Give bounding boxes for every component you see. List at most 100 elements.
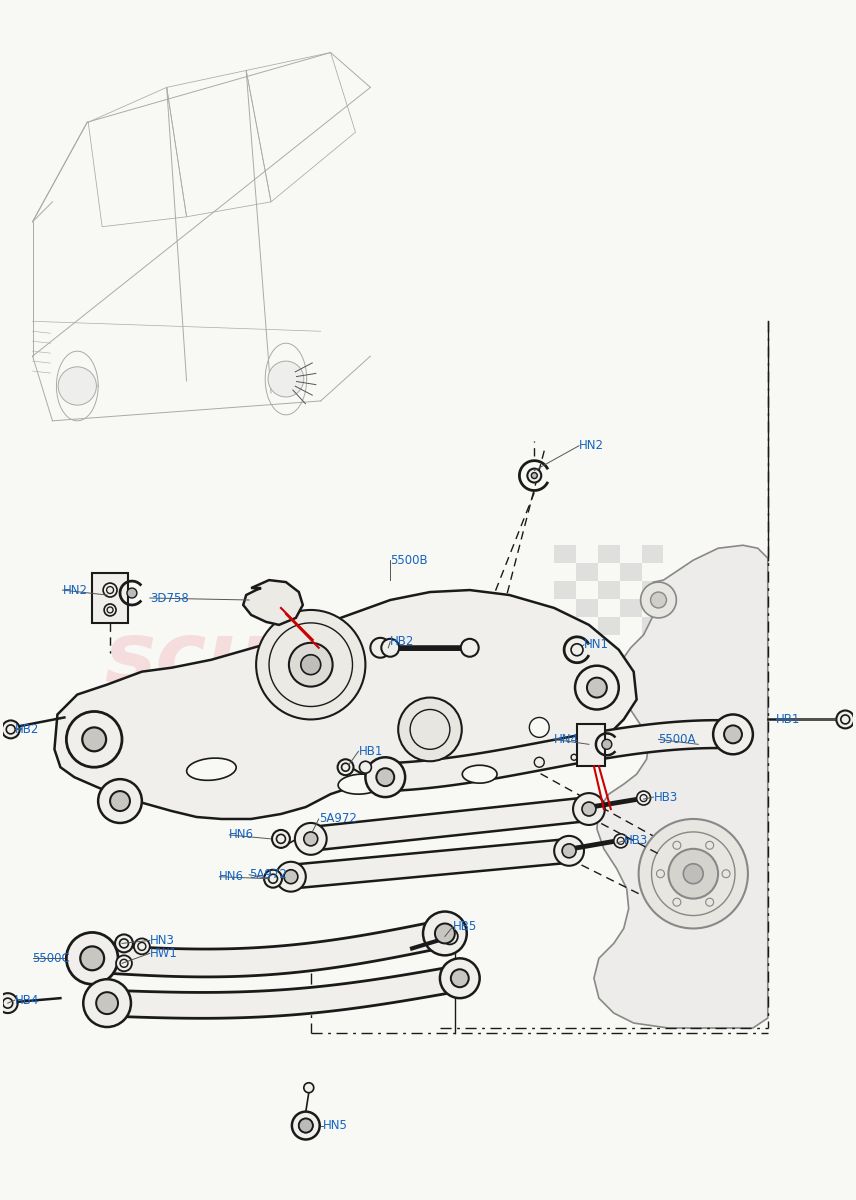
Circle shape bbox=[98, 779, 142, 823]
Bar bbox=[597, 581, 620, 599]
Ellipse shape bbox=[462, 766, 497, 784]
Circle shape bbox=[299, 1118, 312, 1133]
Polygon shape bbox=[385, 720, 733, 791]
Circle shape bbox=[614, 834, 627, 848]
Circle shape bbox=[582, 802, 596, 816]
Circle shape bbox=[637, 791, 651, 805]
Text: 5A972: 5A972 bbox=[249, 869, 287, 881]
Bar bbox=[620, 545, 642, 563]
Circle shape bbox=[304, 1082, 314, 1093]
Circle shape bbox=[337, 760, 354, 775]
Circle shape bbox=[398, 697, 461, 761]
Text: 5500A: 5500A bbox=[658, 733, 696, 746]
Circle shape bbox=[116, 955, 132, 971]
Bar bbox=[554, 617, 576, 635]
Circle shape bbox=[0, 994, 18, 1013]
Circle shape bbox=[264, 870, 282, 888]
Circle shape bbox=[67, 932, 118, 984]
Circle shape bbox=[532, 473, 538, 479]
Bar bbox=[642, 563, 663, 581]
Circle shape bbox=[534, 757, 544, 767]
Text: 5A972: 5A972 bbox=[318, 812, 357, 826]
Polygon shape bbox=[291, 839, 569, 889]
Bar bbox=[554, 545, 576, 563]
Circle shape bbox=[440, 959, 479, 998]
Text: HN4: HN4 bbox=[554, 733, 580, 746]
Circle shape bbox=[294, 823, 327, 854]
Circle shape bbox=[571, 755, 577, 761]
Bar bbox=[554, 563, 576, 581]
Circle shape bbox=[377, 768, 395, 786]
Ellipse shape bbox=[338, 774, 383, 794]
Circle shape bbox=[289, 643, 333, 686]
Text: HB1: HB1 bbox=[776, 713, 800, 726]
Circle shape bbox=[371, 638, 390, 658]
Circle shape bbox=[423, 912, 467, 955]
Bar bbox=[620, 581, 642, 599]
Circle shape bbox=[442, 929, 458, 944]
Bar bbox=[642, 599, 663, 617]
Circle shape bbox=[67, 712, 122, 767]
Text: HN1: HN1 bbox=[584, 638, 609, 652]
Text: HN6: HN6 bbox=[229, 828, 254, 841]
Circle shape bbox=[366, 757, 405, 797]
Text: scuderia: scuderia bbox=[104, 618, 518, 701]
Circle shape bbox=[300, 655, 321, 674]
Text: HB3: HB3 bbox=[653, 791, 678, 804]
Circle shape bbox=[104, 604, 116, 616]
Text: HB2: HB2 bbox=[15, 722, 39, 736]
Circle shape bbox=[2, 720, 20, 738]
Bar bbox=[620, 563, 642, 581]
Circle shape bbox=[639, 818, 748, 929]
Circle shape bbox=[127, 588, 137, 598]
Polygon shape bbox=[594, 545, 768, 1028]
Circle shape bbox=[80, 947, 104, 971]
Circle shape bbox=[115, 935, 133, 953]
Text: HW1: HW1 bbox=[150, 947, 178, 960]
Circle shape bbox=[529, 718, 550, 737]
Circle shape bbox=[554, 836, 584, 865]
Circle shape bbox=[110, 791, 130, 811]
Circle shape bbox=[669, 848, 718, 899]
Text: HN5: HN5 bbox=[323, 1120, 348, 1132]
Polygon shape bbox=[92, 919, 445, 977]
Bar bbox=[620, 617, 642, 635]
Text: HB1: HB1 bbox=[359, 745, 383, 757]
Bar bbox=[597, 617, 620, 635]
Circle shape bbox=[272, 830, 290, 848]
Bar bbox=[642, 545, 663, 563]
Circle shape bbox=[640, 582, 676, 618]
Circle shape bbox=[435, 924, 455, 943]
Text: HB4: HB4 bbox=[15, 994, 39, 1007]
Text: HB3: HB3 bbox=[624, 834, 648, 847]
Circle shape bbox=[575, 666, 619, 709]
Circle shape bbox=[381, 638, 399, 656]
Polygon shape bbox=[311, 797, 589, 851]
Polygon shape bbox=[55, 590, 637, 818]
Ellipse shape bbox=[187, 758, 236, 780]
Text: HB5: HB5 bbox=[453, 920, 477, 932]
Text: HN6: HN6 bbox=[219, 870, 244, 883]
Circle shape bbox=[724, 726, 742, 743]
Circle shape bbox=[527, 469, 541, 482]
Bar bbox=[576, 545, 597, 563]
Circle shape bbox=[651, 592, 667, 608]
Circle shape bbox=[284, 870, 298, 883]
Text: HN2: HN2 bbox=[62, 583, 87, 596]
Bar bbox=[576, 581, 597, 599]
Circle shape bbox=[683, 864, 703, 883]
Circle shape bbox=[96, 992, 118, 1014]
Text: HB2: HB2 bbox=[390, 635, 414, 648]
Circle shape bbox=[268, 361, 304, 397]
Text: 5500C: 5500C bbox=[33, 952, 70, 965]
Circle shape bbox=[360, 761, 372, 773]
Circle shape bbox=[292, 1111, 319, 1140]
Circle shape bbox=[58, 367, 97, 406]
Bar bbox=[92, 574, 128, 623]
Circle shape bbox=[304, 832, 318, 846]
Bar bbox=[597, 599, 620, 617]
Bar bbox=[642, 617, 663, 635]
Circle shape bbox=[276, 862, 306, 892]
Bar bbox=[597, 545, 620, 563]
Circle shape bbox=[602, 739, 612, 749]
